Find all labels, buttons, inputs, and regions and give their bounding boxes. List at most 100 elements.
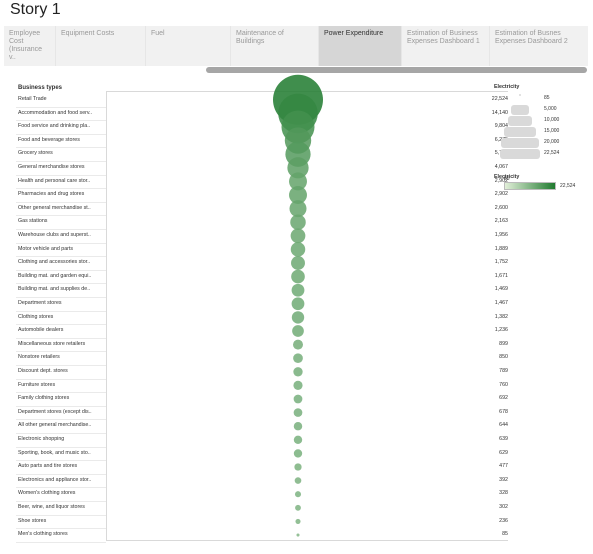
bubbles-layer: [273, 74, 323, 537]
bubble-mark[interactable]: [293, 408, 303, 417]
bubble-mark[interactable]: [293, 339, 303, 350]
row-divider: [16, 351, 106, 353]
row-divider: [16, 432, 106, 434]
row-label[interactable]: Gas stations: [18, 218, 48, 225]
bubble-mark[interactable]: [291, 297, 305, 311]
row-label[interactable]: Food and beverage stores: [18, 136, 80, 143]
bubble-mark[interactable]: [293, 421, 303, 431]
row-label[interactable]: Discount dept. stores: [18, 368, 68, 374]
bubble-mark[interactable]: [293, 380, 303, 390]
bubble-mark[interactable]: [291, 269, 305, 284]
bubble-mark[interactable]: [295, 518, 301, 524]
row-label[interactable]: Clothing and accessories stor..: [18, 259, 91, 266]
value-label: 760: [499, 381, 508, 388]
table-row: General merchandise stores 4,067: [16, 161, 508, 176]
row-label[interactable]: Family clothing stores: [18, 395, 70, 402]
value-label: 2,902: [494, 177, 508, 184]
row-label[interactable]: Department stores (except dis..: [18, 408, 92, 415]
row-label[interactable]: Miscellaneous store retailers: [18, 340, 86, 347]
row-label[interactable]: Clothing stores: [18, 313, 54, 320]
row-label[interactable]: Automobile dealers: [18, 327, 64, 334]
tab-employee-cost[interactable]: Employee Cost (Insurance v..: [4, 26, 56, 66]
bubble-mark[interactable]: [289, 186, 307, 204]
row-label[interactable]: Building mat. and garden equi..: [18, 272, 92, 279]
value-label: 1,236: [494, 327, 508, 334]
value-label: 629: [499, 449, 508, 456]
table-row: Department stores (except dis.. 678: [16, 406, 508, 421]
value-label: 302: [499, 504, 508, 510]
row-label[interactable]: Auto parts and tire stores: [18, 463, 78, 470]
row-divider: [16, 419, 106, 421]
row-label[interactable]: Department stores: [18, 300, 62, 306]
bubble-mark[interactable]: [290, 214, 306, 230]
bubble-mark[interactable]: [294, 491, 302, 498]
row-label[interactable]: Building mat. and supplies de..: [18, 286, 91, 293]
row-divider: [16, 228, 106, 230]
color-legend-max: 22,524: [560, 183, 576, 189]
row-label[interactable]: Electronic shopping: [18, 436, 65, 442]
bubble-mark[interactable]: [291, 311, 305, 324]
tab-equipment-costs[interactable]: Equipment Costs: [56, 26, 146, 66]
size-legend-title: Electricity: [494, 84, 520, 90]
row-label[interactable]: Health and personal care stor..: [18, 177, 91, 184]
row-label[interactable]: Nonstore retailers: [18, 354, 60, 361]
row-divider: [16, 324, 106, 326]
tab-power-expenditure[interactable]: Power Expenditure: [319, 26, 402, 66]
row-label[interactable]: All other general merchandise..: [18, 422, 92, 429]
bubble-mark[interactable]: [296, 533, 300, 537]
row-label[interactable]: Electronics and appliance stor..: [18, 476, 92, 483]
row-label[interactable]: General merchandise stores: [18, 164, 85, 170]
color-gradient-bar: [504, 182, 556, 190]
bubble-mark[interactable]: [295, 504, 301, 511]
bubble-mark[interactable]: [289, 172, 307, 191]
row-divider: [16, 120, 106, 122]
row-divider: [16, 106, 106, 108]
row-label[interactable]: Accommodation and food serv..: [18, 109, 93, 116]
row-label[interactable]: Grocery stores: [18, 150, 53, 157]
table-row: Clothing stores 1,382: [16, 311, 508, 326]
row-label[interactable]: Women's clothing stores: [18, 490, 76, 497]
bubble-mark[interactable]: [293, 394, 303, 404]
color-legend-title: Electricity: [494, 174, 520, 180]
row-divider: [16, 296, 106, 298]
row-label[interactable]: Food service and drinking pla..: [18, 123, 91, 130]
bubble-mark[interactable]: [290, 242, 306, 257]
row-divider: [16, 500, 106, 502]
row-label[interactable]: Other general merchandise st..: [18, 204, 91, 211]
table-row: Family clothing stores 692: [16, 392, 508, 407]
tab-maintenance-of-buildings[interactable]: Maintenance of Buildings: [231, 26, 319, 66]
bubble-mark[interactable]: [294, 477, 302, 484]
bubble-mark[interactable]: [287, 157, 309, 179]
row-label[interactable]: Pharmacies and drug stores: [18, 191, 85, 198]
bubble-mark[interactable]: [292, 325, 304, 337]
size-legend-mark: [500, 149, 540, 159]
bubble-mark[interactable]: [293, 353, 303, 364]
tab-dashboard-1[interactable]: Estimation of Business Expenses Dashboar…: [402, 26, 490, 66]
value-label: 850: [499, 354, 508, 361]
size-legend-mark: [511, 105, 529, 115]
bubble-mark[interactable]: [291, 256, 305, 270]
row-label[interactable]: Beer, wine, and liquor stores: [18, 504, 85, 510]
tab-dashboard-2[interactable]: Estimation of Busnes Expenses Dashboard …: [495, 30, 568, 45]
row-label[interactable]: Furniture stores: [18, 381, 56, 388]
bubble-mark[interactable]: [293, 435, 303, 445]
bubble-mark[interactable]: [293, 449, 303, 458]
tabs-scrollbar[interactable]: [206, 67, 587, 73]
value-label: 2,600: [494, 204, 508, 211]
bubble-mark[interactable]: [290, 228, 306, 244]
row-label[interactable]: Shoe stores: [18, 517, 47, 524]
row-label[interactable]: Sporting, book, and music sto..: [18, 449, 91, 456]
row-label[interactable]: Men's clothing stores: [18, 531, 68, 538]
bubble-mark[interactable]: [291, 283, 305, 297]
row-label[interactable]: Warehouse clubs and superst..: [18, 232, 91, 238]
tab-fuel[interactable]: Fuel: [146, 26, 231, 66]
row-label[interactable]: Retail Trade: [18, 96, 47, 102]
row-label[interactable]: Motor vehicle and parts: [18, 245, 74, 252]
row-divider: [16, 528, 106, 530]
bubble-mark[interactable]: [293, 367, 303, 377]
row-divider: [16, 337, 106, 339]
size-legend-label: 20,000: [544, 139, 560, 145]
bubble-mark[interactable]: [289, 200, 307, 218]
bubble-mark[interactable]: [294, 463, 302, 471]
